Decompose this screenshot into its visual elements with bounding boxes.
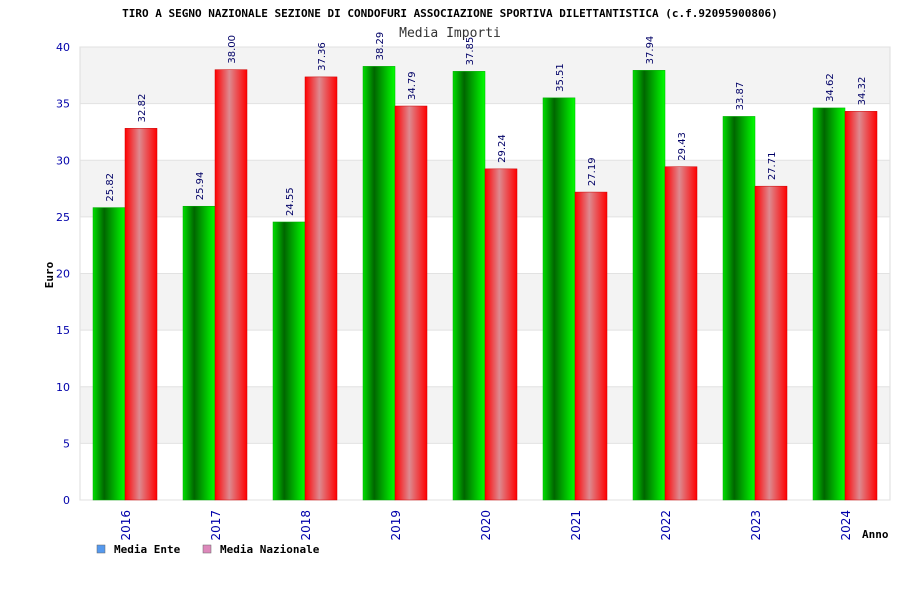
y-tick-label: 40 [56,41,70,54]
value-label: 34.32 [857,77,868,106]
legend-label-media-nazionale: Media Nazionale [220,543,320,556]
bar-media-nazionale [304,76,338,501]
x-tick-label: 2021 [569,510,583,541]
x-tick-label: 2016 [119,510,133,541]
legend: Media Ente Media Nazionale [96,543,320,556]
bar-media-ente [362,66,396,501]
value-label: 27.19 [587,157,598,186]
value-label: 34.62 [825,73,836,102]
bar-media-ente [542,97,576,501]
x-tick-label: 2024 [839,510,853,541]
value-label: 33.87 [735,82,746,111]
legend-swatch-media-ente [96,544,106,554]
bar-media-ente [632,70,666,501]
value-label: 37.36 [317,42,328,71]
bar-media-nazionale [574,191,608,501]
bar-media-ente [92,207,126,501]
value-label: 27.71 [767,152,778,181]
bar-media-nazionale [124,128,158,501]
value-label: 24.55 [285,187,296,216]
bar-media-ente [182,205,216,501]
y-tick-label: 5 [63,437,70,450]
chart-subtitle: Media Importi [399,26,501,41]
bar-media-ente [452,71,486,501]
y-tick-label: 15 [56,324,70,337]
value-label: 25.94 [195,172,206,201]
x-axis-ticks: 2016 2017 2018 2019 2020 2021 2022 2023 2024 [119,510,853,541]
y-tick-label: 20 [56,268,70,281]
x-tick-label: 2019 [389,510,403,541]
y-tick-label: 35 [56,98,70,111]
bar-media-ente [722,116,756,501]
value-label: 29.24 [497,134,508,163]
value-labels: 25.82 32.82 25.94 38.00 24.55 37.36 38.29 34.79… [105,32,868,216]
value-label: 37.94 [645,36,656,65]
bar-media-ente [272,221,306,501]
y-tick-label: 25 [56,211,70,224]
value-label: 32.82 [137,94,148,123]
bar-media-nazionale [754,185,788,501]
x-tick-label: 2022 [659,510,673,541]
value-label: 29.43 [677,132,688,161]
chart-title: TIRO A SEGNO NAZIONALE SEZIONE DI CONDOF… [122,7,778,20]
bar-media-nazionale [664,166,698,501]
legend-label-media-ente: Media Ente [114,543,181,556]
y-tick-label: 10 [56,381,70,394]
y-tick-label: 0 [63,494,70,507]
y-tick-label: 30 [56,154,70,167]
value-label: 25.82 [105,173,116,202]
value-label: 35.51 [555,63,566,92]
bar-media-nazionale [394,105,428,501]
value-label: 38.00 [227,35,238,64]
y-axis-ticks: 0 5 10 15 20 25 30 35 40 [56,41,70,507]
bar-media-nazionale [844,111,878,501]
y-axis-label: Euro [43,261,56,288]
bar-media-nazionale [484,168,518,501]
x-tick-label: 2023 [749,510,763,541]
legend-swatch-media-nazionale [202,544,212,554]
value-label: 34.79 [407,71,418,100]
value-label: 37.85 [465,37,476,66]
bar-media-ente [812,107,846,501]
x-tick-label: 2018 [299,510,313,541]
bars [92,66,878,501]
x-axis-label: Anno [862,528,889,541]
bar-media-nazionale [214,69,248,501]
x-tick-label: 2020 [479,510,493,541]
value-label: 38.29 [375,32,386,61]
x-tick-label: 2017 [209,510,223,541]
